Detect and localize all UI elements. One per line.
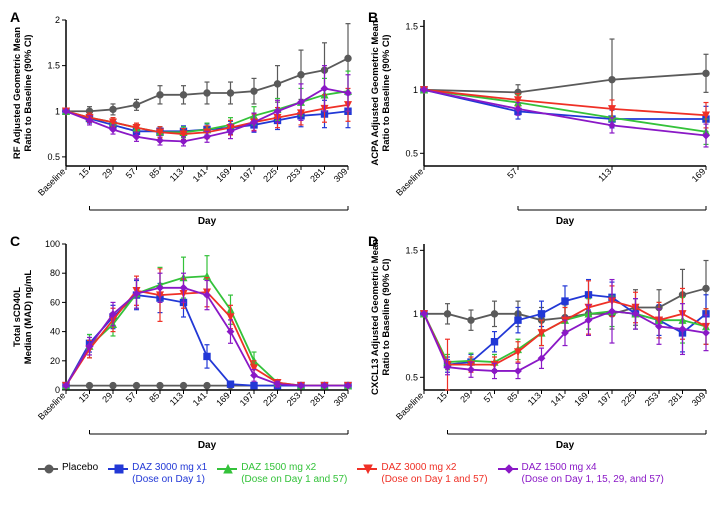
svg-text:0.5: 0.5	[405, 148, 418, 158]
svg-text:1: 1	[55, 106, 60, 116]
legend-item-placebo: Placebo	[38, 462, 98, 474]
legend-sublabel: (Dose on Day 1, 15, 29, and 57)	[522, 474, 664, 485]
svg-text:309: 309	[332, 390, 350, 408]
svg-text:A: A	[10, 9, 20, 25]
svg-text:20: 20	[50, 356, 60, 366]
svg-text:85: 85	[147, 166, 161, 180]
svg-text:281: 281	[666, 390, 684, 408]
legend-sublabel: (Dose on Day 1 and 57)	[381, 474, 487, 485]
panel-d: D0.511.5Baseline152957851131411691972252…	[366, 232, 716, 452]
svg-text:197: 197	[238, 390, 256, 408]
svg-text:29: 29	[458, 390, 472, 404]
svg-text:253: 253	[285, 166, 303, 184]
svg-text:15: 15	[77, 166, 91, 180]
legend-item-daz3000x1: DAZ 3000 mg x1 (Dose on Day 1)	[108, 462, 207, 486]
svg-text:57: 57	[124, 166, 138, 180]
svg-text:225: 225	[619, 390, 637, 408]
svg-text:Ratio to Baseline (90% CI): Ratio to Baseline (90% CI)	[23, 34, 34, 151]
legend-item-daz3000x2: DAZ 3000 mg x2 (Dose on Day 1 and 57)	[357, 462, 487, 486]
svg-text:281: 281	[308, 166, 326, 184]
svg-text:Baseline: Baseline	[394, 390, 425, 421]
svg-text:141: 141	[549, 390, 567, 408]
svg-text:141: 141	[191, 390, 209, 408]
svg-text:Median (MAD) ng/mL: Median (MAD) ng/mL	[23, 270, 34, 365]
svg-text:0.5: 0.5	[47, 152, 60, 162]
svg-text:Total sCD40L: Total sCD40L	[12, 287, 23, 347]
svg-text:1: 1	[413, 85, 418, 95]
legend-label: DAZ 3000 mg x2	[381, 462, 456, 473]
svg-text:113: 113	[526, 390, 543, 407]
svg-text:Day: Day	[556, 216, 575, 227]
svg-text:29: 29	[100, 390, 114, 404]
legend-sublabel: (Dose on Day 1 and 57)	[241, 474, 347, 485]
svg-text:57: 57	[482, 390, 496, 404]
svg-text:1.5: 1.5	[47, 61, 60, 71]
svg-text:ACPA Adjusted Geometric Mean: ACPA Adjusted Geometric Mean	[370, 20, 381, 166]
svg-text:113: 113	[168, 166, 185, 183]
svg-text:225: 225	[261, 166, 279, 184]
svg-text:0.5: 0.5	[405, 372, 418, 382]
legend-sublabel: (Dose on Day 1)	[132, 474, 205, 485]
svg-text:Ratio to Baseline (90% CI): Ratio to Baseline (90% CI)	[381, 258, 392, 375]
svg-text:197: 197	[238, 166, 256, 184]
legend-item-daz1500x2: DAZ 1500 mg x2 (Dose on Day 1 and 57)	[217, 462, 347, 486]
svg-text:141: 141	[191, 166, 209, 184]
panel-c: C020406080100Baseline1529578511314116919…	[8, 232, 358, 452]
svg-text:85: 85	[505, 390, 519, 404]
svg-text:57: 57	[505, 166, 519, 180]
svg-text:1.5: 1.5	[405, 245, 418, 255]
svg-text:Day: Day	[198, 216, 217, 227]
svg-text:Ratio to Baseline (90% CI): Ratio to Baseline (90% CI)	[381, 34, 392, 151]
svg-text:113: 113	[596, 166, 613, 183]
svg-text:253: 253	[285, 390, 303, 408]
svg-text:309: 309	[332, 166, 350, 184]
svg-text:85: 85	[147, 390, 161, 404]
svg-text:RF Adjusted Geometric Mean: RF Adjusted Geometric Mean	[12, 27, 23, 159]
svg-text:197: 197	[596, 390, 614, 408]
svg-text:Baseline: Baseline	[394, 166, 425, 197]
svg-text:1.5: 1.5	[405, 21, 418, 31]
svg-text:2: 2	[55, 15, 60, 25]
svg-text:80: 80	[50, 268, 60, 278]
svg-text:281: 281	[308, 390, 326, 408]
svg-text:C: C	[10, 233, 20, 249]
svg-text:309: 309	[690, 390, 708, 408]
svg-text:15: 15	[435, 390, 449, 404]
svg-text:57: 57	[124, 390, 138, 404]
svg-text:Day: Day	[198, 440, 217, 451]
svg-text:60: 60	[50, 297, 60, 307]
svg-text:CXCL13 Adjusted Geometric Mean: CXCL13 Adjusted Geometric Mean	[370, 239, 381, 395]
legend-item-daz1500x4: DAZ 1500 mg x4 (Dose on Day 1, 15, 29, a…	[498, 462, 664, 486]
svg-text:15: 15	[77, 390, 91, 404]
svg-text:Baseline: Baseline	[36, 390, 67, 421]
svg-text:225: 225	[261, 390, 279, 408]
svg-text:169: 169	[214, 390, 232, 408]
svg-text:169: 169	[690, 166, 708, 184]
svg-text:1: 1	[413, 309, 418, 319]
panel-a: A 0.5 1 1.5 2 Baseline 15 29 57 85 113 141 169 197 225…	[8, 8, 358, 228]
svg-text:29: 29	[100, 166, 114, 180]
panel-b: B0.511.5Baseline57113169ACPA Adjusted Ge…	[366, 8, 716, 228]
svg-text:169: 169	[214, 166, 232, 184]
svg-text:100: 100	[45, 239, 60, 249]
legend-label: DAZ 3000 mg x1	[132, 462, 207, 473]
svg-text:253: 253	[643, 390, 661, 408]
svg-text:169: 169	[572, 390, 590, 408]
svg-text:40: 40	[50, 327, 60, 337]
chart-grid: A 0.5 1 1.5 2 Baseline 15 29 57 85 113 141 169 197 225…	[8, 8, 708, 486]
svg-text:113: 113	[168, 390, 185, 407]
legend-label: DAZ 1500 mg x4	[522, 462, 597, 473]
legend-label: Placebo	[62, 462, 98, 473]
svg-text:Day: Day	[556, 440, 575, 451]
legend-label: DAZ 1500 mg x2	[241, 462, 316, 473]
svg-text:Baseline: Baseline	[36, 166, 67, 197]
legend: Placebo DAZ 3000 mg x1 (Dose on Day 1) D…	[8, 462, 716, 486]
